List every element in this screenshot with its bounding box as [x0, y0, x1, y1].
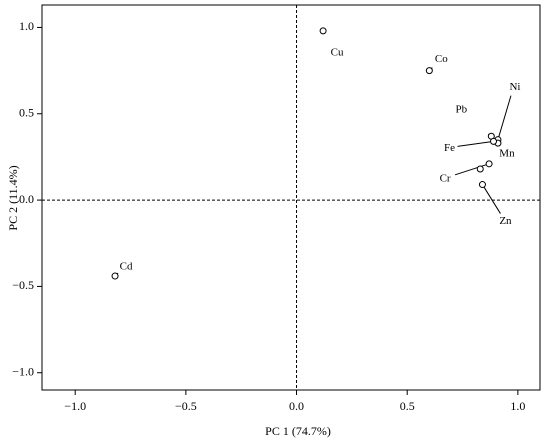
x-tick-label: −0.5	[175, 399, 197, 413]
leader-line	[482, 184, 501, 214]
point	[476, 165, 484, 173]
point-label: Cr	[440, 172, 451, 184]
point-label: Cu	[331, 46, 344, 58]
point	[478, 181, 486, 189]
point	[319, 27, 327, 35]
point-label: Pb	[455, 104, 467, 116]
y-tick-label: 0.0	[19, 192, 34, 206]
point	[485, 160, 493, 168]
point-label: Cd	[120, 261, 133, 273]
plot-frame	[41, 4, 541, 391]
point-label: Fe	[444, 142, 455, 154]
x-tick-label: 1.0	[510, 399, 525, 413]
x-tick-label: 0.5	[400, 399, 415, 413]
y-tick-label: 0.5	[19, 106, 34, 120]
point-label: Zn	[499, 215, 512, 227]
x-axis-title: PC 1 (74.7%)	[265, 424, 331, 438]
y-axis-title: PC 2 (11.4%)	[6, 165, 20, 230]
point	[425, 67, 433, 75]
point-label: Co	[435, 53, 448, 65]
point-label: Mn	[499, 148, 515, 160]
leader-line	[497, 95, 512, 140]
y-tick-label: 1.0	[19, 19, 34, 33]
leader-line	[454, 163, 490, 176]
leader-line	[457, 140, 494, 147]
point	[490, 137, 498, 145]
x-tick-label: 0.0	[289, 399, 304, 413]
y-tick-label: −1.0	[12, 364, 34, 378]
point-label: Ni	[509, 81, 520, 93]
y-tick-label: −0.5	[12, 278, 34, 292]
x-tick-label: −1.0	[64, 399, 86, 413]
point	[111, 272, 119, 280]
